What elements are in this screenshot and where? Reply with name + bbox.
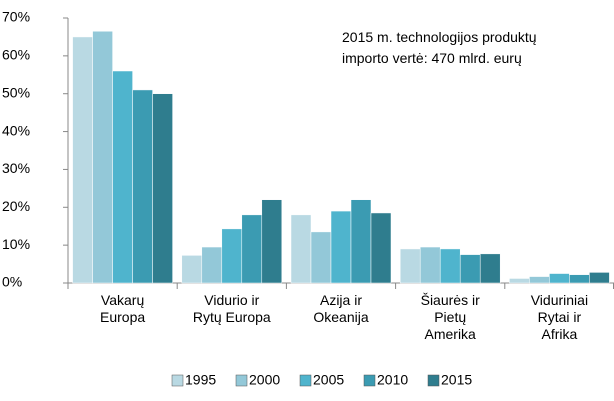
y-tick-label: 30%: [2, 160, 30, 176]
y-tick-label: 50%: [2, 84, 30, 100]
x-tick-label: Šiaurės ir Pietų Amerika: [420, 292, 480, 342]
legend-label: 2005: [313, 372, 344, 388]
legend-label: 2010: [377, 372, 408, 388]
bar: [241, 214, 263, 284]
annotation: 2015 m. technologijos produktų importo v…: [342, 29, 537, 66]
x-tick-label: Vakarų Europa: [100, 292, 146, 325]
bar: [201, 246, 223, 284]
bar: [459, 254, 481, 284]
legend-label: 2015: [441, 372, 472, 388]
legend-swatch: [299, 374, 312, 387]
bar: [350, 199, 372, 284]
bar: [72, 36, 93, 284]
y-tick-label: 60%: [2, 47, 30, 63]
bar: [529, 276, 550, 284]
bar: [261, 199, 283, 284]
bar: [479, 253, 501, 284]
legend-label: 2000: [249, 372, 280, 388]
bar: [290, 214, 312, 284]
y-tick-label: 70%: [2, 9, 30, 25]
y-tick-label: 40%: [2, 122, 30, 138]
y-tick-label: 10%: [2, 236, 30, 252]
bar: [439, 248, 461, 284]
bar: [152, 93, 173, 284]
legend-swatch: [427, 374, 440, 387]
bar: [132, 89, 153, 284]
bar: [370, 212, 392, 284]
y-tick-label: 0%: [2, 274, 22, 290]
legend-label: 1995: [185, 372, 216, 388]
legend-swatch: [363, 374, 376, 387]
bar: [589, 272, 610, 284]
bar: [569, 274, 590, 284]
bar: [330, 210, 352, 284]
x-tick-label: Viduriniai Rytai ir Afrika: [530, 292, 589, 342]
bar: [509, 278, 530, 284]
x-tick-label: Azija ir Okeanija: [313, 292, 369, 325]
bar: [181, 255, 203, 284]
legend-swatch: [235, 374, 248, 387]
bar: [112, 70, 133, 284]
x-tick-label: Vidurio ir Rytų Europa: [192, 292, 271, 325]
bar: [419, 246, 441, 284]
bar: [221, 228, 243, 284]
legend-swatch: [171, 374, 184, 387]
bar: [399, 248, 421, 284]
bar: [549, 273, 570, 284]
y-tick-label: 20%: [2, 198, 30, 214]
bar: [310, 231, 332, 284]
bar: [92, 31, 113, 284]
